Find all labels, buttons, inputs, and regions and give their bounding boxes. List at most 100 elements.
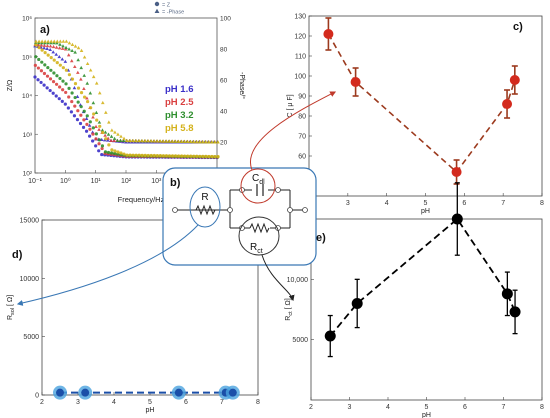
phase-point — [73, 50, 77, 54]
z-point — [63, 102, 67, 106]
z-point — [64, 82, 68, 86]
z-point — [78, 121, 83, 126]
phase-point — [134, 138, 138, 143]
phase-point — [155, 139, 160, 143]
z-point — [70, 91, 74, 95]
phase-point — [64, 45, 68, 49]
z-point — [48, 88, 52, 93]
z-point — [40, 48, 44, 52]
phase-point — [188, 139, 193, 144]
z-point — [49, 68, 53, 72]
phase-point — [60, 46, 65, 50]
z-point — [164, 154, 169, 158]
z-point — [113, 149, 117, 153]
z-point — [82, 109, 86, 113]
z-point — [67, 86, 71, 91]
z-point — [152, 153, 156, 158]
phase-point — [113, 130, 117, 134]
phase-point — [216, 140, 220, 144]
phase-point — [103, 130, 108, 134]
z-point — [213, 154, 217, 159]
phase-point — [191, 139, 196, 144]
z-point — [33, 63, 37, 67]
cdl-highlight — [240, 168, 276, 204]
phase-point — [94, 124, 98, 128]
phase-point — [70, 48, 74, 53]
legend-entry: pH 2.5 — [165, 97, 194, 108]
x-tick-label: 8 — [256, 399, 260, 406]
z-point — [97, 142, 101, 146]
phase-point — [143, 139, 148, 143]
phase-point — [176, 139, 181, 143]
z-point — [146, 153, 150, 158]
z-point — [81, 125, 86, 129]
data-point — [451, 167, 462, 177]
phase-point — [49, 39, 54, 43]
phase-point — [170, 139, 175, 143]
z-point — [100, 146, 104, 151]
plot-frame — [310, 218, 543, 401]
phase-point — [137, 138, 141, 143]
z-point — [39, 80, 43, 85]
phase-point — [201, 140, 205, 144]
phase-point — [82, 73, 87, 77]
phase-point — [91, 115, 95, 119]
phase-point — [40, 39, 44, 43]
y-tick-label: 90 — [298, 94, 306, 101]
z-point — [73, 95, 77, 100]
z-point — [110, 148, 114, 152]
z-point — [73, 82, 78, 86]
z-point — [119, 151, 123, 155]
node — [227, 207, 233, 213]
phase-point — [91, 100, 96, 105]
z-point — [43, 63, 47, 67]
z-point — [82, 95, 87, 99]
phase-point — [210, 140, 214, 144]
y-tick-label: 80 — [298, 114, 306, 121]
z-point — [36, 66, 40, 70]
z-point — [67, 95, 71, 99]
data-point — [351, 297, 363, 309]
phase-point — [213, 140, 217, 144]
z-point — [34, 55, 38, 59]
y-tick-label: 70 — [298, 134, 306, 141]
y-tick-label: 10⁵ — [22, 54, 32, 61]
phase-point — [76, 46, 81, 50]
phase-point — [107, 120, 111, 124]
z-point — [204, 154, 208, 158]
z-point — [37, 45, 41, 50]
phase-point — [198, 139, 202, 144]
phase-point — [106, 138, 110, 142]
node — [287, 207, 293, 213]
phase-point — [179, 139, 184, 143]
phase-point — [100, 100, 105, 105]
z-point — [64, 68, 68, 72]
phase-point — [109, 138, 113, 142]
x-tick-label: 8 — [540, 404, 544, 411]
x-tick-label: 6 — [462, 200, 466, 207]
phase-point — [76, 70, 80, 74]
z-point — [55, 61, 59, 65]
z-point — [91, 132, 95, 136]
x-tick-label: 2 — [309, 404, 313, 411]
y2-tick-label: 60 — [220, 78, 228, 85]
x-tick-label: 10³ — [151, 178, 162, 185]
data-point — [228, 388, 237, 397]
phase-point — [109, 134, 114, 138]
z-point — [94, 132, 98, 136]
z-point — [52, 71, 56, 75]
trend-line — [329, 217, 516, 337]
y-tick-label: 60 — [298, 154, 306, 161]
z-point — [158, 154, 163, 158]
phase-point — [76, 58, 80, 62]
z-point — [131, 153, 135, 157]
phase-point — [128, 138, 132, 143]
x-tick-label: 10² — [121, 178, 132, 185]
phase-point — [185, 139, 190, 143]
y2-tick-label: 40 — [220, 109, 228, 116]
phase-point — [85, 81, 90, 85]
z-point — [42, 71, 47, 76]
y2-tick-label: 80 — [220, 47, 228, 54]
z-point — [207, 154, 211, 159]
z-point — [69, 110, 73, 114]
